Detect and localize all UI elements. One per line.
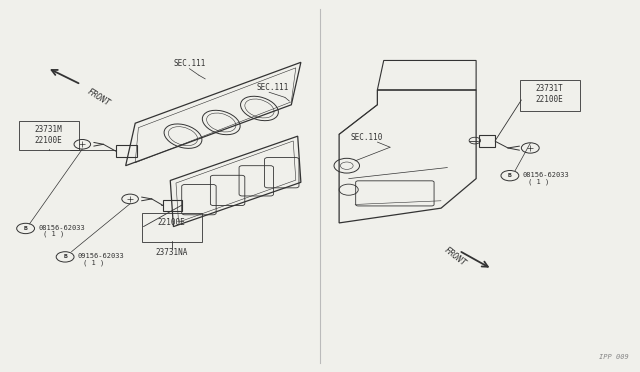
- Text: FRONT: FRONT: [86, 87, 111, 108]
- Text: B: B: [24, 226, 28, 231]
- Text: 08156-62033: 08156-62033: [523, 172, 570, 178]
- Text: SEC.110: SEC.110: [351, 133, 383, 142]
- Text: SEC.111: SEC.111: [173, 59, 205, 68]
- Text: FRONT: FRONT: [442, 246, 468, 268]
- Text: 22100E: 22100E: [157, 218, 186, 227]
- Text: 09156-62033: 09156-62033: [78, 253, 125, 259]
- Text: IPP 009: IPP 009: [599, 354, 629, 360]
- Text: 22100E: 22100E: [536, 96, 563, 105]
- Text: 23731T: 23731T: [536, 84, 563, 93]
- Text: B: B: [508, 173, 512, 178]
- Text: 23731M: 23731M: [35, 125, 63, 134]
- Text: ( 1 ): ( 1 ): [44, 231, 65, 237]
- Text: ( 1 ): ( 1 ): [528, 178, 549, 185]
- Text: ( 1 ): ( 1 ): [83, 259, 104, 266]
- Text: SEC.111: SEC.111: [256, 83, 289, 92]
- Text: B: B: [63, 254, 67, 259]
- Text: 08156-62033: 08156-62033: [38, 225, 85, 231]
- Text: 23731NA: 23731NA: [156, 248, 188, 257]
- Text: 22100E: 22100E: [35, 136, 63, 145]
